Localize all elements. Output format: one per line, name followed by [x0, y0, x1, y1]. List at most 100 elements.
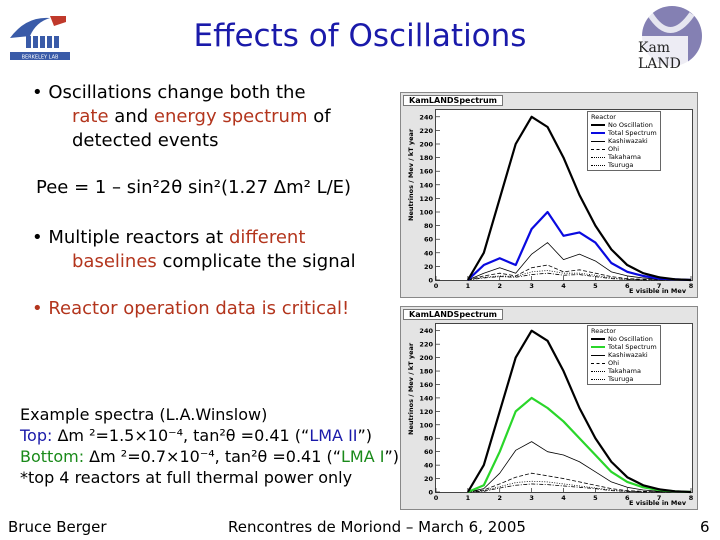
legend-entry: Tsuruga [591, 161, 657, 169]
series-line-no-oscillation [466, 329, 692, 494]
footer-event: Rencontres de Moriond – March 6, 2005 [228, 518, 526, 536]
x-tick-label: 6 [625, 494, 630, 502]
series-line-kashiwazaki [467, 441, 691, 493]
series-line-total-spectrum [467, 396, 692, 494]
x-axis-label: E visible in Mev [629, 499, 687, 507]
bullet-reactor-data: • Reactor operation data is critical! [32, 298, 350, 319]
legend-entry: Takahama [591, 367, 657, 375]
legend-entry: Takahama [591, 153, 657, 161]
bullet-oscillations: • Oscillations change both the rate and … [32, 82, 331, 151]
x-tick-label: 2 [497, 282, 502, 290]
x-tick-label: 3 [529, 282, 534, 290]
y-tick-label: 220 [419, 341, 433, 349]
y-tick-label: 80 [424, 435, 434, 443]
legend-title: Reactor [591, 113, 616, 121]
y-tick-label: 140 [419, 394, 433, 402]
y-tick-label: 200 [419, 354, 433, 362]
example-spectra-caption: Example spectra (L.A.Winslow) Top: Δm ²=… [20, 405, 399, 487]
y-tick-label: 40 [424, 249, 434, 257]
spectrum-chart-bottom: KamLANDSpectrum Neutrinos / Mev / kT yea… [400, 306, 698, 510]
svg-text:BERKELEY LAB: BERKELEY LAB [22, 55, 59, 61]
x-tick-label: 7 [657, 494, 662, 502]
legend-entry: Ohi [591, 359, 657, 367]
legend-swatch [591, 124, 605, 126]
series-line-ohi [467, 472, 691, 493]
legend-swatch [591, 156, 605, 158]
legend-swatch [591, 338, 605, 340]
y-tick-label: 120 [419, 408, 433, 416]
y-tick-label: 240 [419, 113, 433, 121]
svg-text:LAND: LAND [638, 56, 681, 72]
legend-label: Tsuruga [608, 161, 634, 169]
y-tick-label: 0 [428, 277, 433, 285]
legend-label: Kashiwazaki [608, 351, 648, 359]
chart-legend: Reactor No Oscillation Total Spectrum Kashi… [587, 111, 661, 171]
legend-entry: Total Spectrum [591, 343, 657, 351]
legend-swatch [591, 132, 605, 134]
y-tick-label: 100 [419, 209, 433, 217]
legend-entry: Tsuruga [591, 375, 657, 383]
chart-title: KamLANDSpectrum [403, 309, 504, 320]
x-axis-label: E visible in Mev [629, 287, 687, 295]
x-tick-label: 7 [657, 282, 662, 290]
footer-author: Bruce Berger [8, 518, 107, 536]
legend-label: No Oscillation [608, 121, 653, 129]
x-tick-label: 6 [625, 282, 630, 290]
y-tick-label: 0 [428, 489, 433, 497]
bullet-multiple-reactors: • Multiple reactors at different baselin… [32, 227, 356, 272]
x-tick-label: 4 [561, 494, 566, 502]
legend-swatch [591, 164, 605, 166]
legend-label: No Oscillation [608, 335, 653, 343]
series-line-takahama [467, 270, 691, 281]
x-tick-label: 1 [466, 282, 471, 290]
x-tick-label: 5 [593, 494, 598, 502]
series-line-total-spectrum [467, 210, 692, 282]
legend-swatch [591, 354, 605, 356]
chart-plot-area: 0 20 40 60 80 100 120 140 160 180 200 220 240 0 1 2 3 4 5 6… [419, 327, 694, 502]
legend-swatch [591, 346, 605, 348]
legend-title: Reactor [591, 327, 616, 335]
x-tick-label: 5 [593, 282, 598, 290]
y-tick-label: 220 [419, 127, 433, 135]
legend-label: Takahama [608, 153, 641, 161]
berkeley-lab-logo: BERKELEY LAB [6, 12, 74, 64]
legend-entry: No Oscillation [591, 121, 657, 129]
chart-title: KamLANDSpectrum [403, 95, 504, 106]
legend-swatch [591, 370, 605, 372]
legend-entry: No Oscillation [591, 335, 657, 343]
legend-swatch [591, 362, 605, 364]
legend-label: Tsuruga [608, 375, 634, 383]
series-line-no-oscillation [466, 115, 692, 282]
x-tick-label: 0 [434, 494, 439, 502]
legend-entry: Total Spectrum [591, 129, 657, 137]
x-tick-label: 2 [497, 494, 502, 502]
y-tick-label: 160 [419, 381, 433, 389]
x-tick-label: 8 [689, 494, 694, 502]
legend-entry: Kashiwazaki [591, 137, 657, 145]
legend-entry: Ohi [591, 145, 657, 153]
y-tick-label: 60 [424, 236, 434, 244]
y-tick-label: 40 [424, 462, 434, 470]
highlight-different: different [228, 227, 306, 248]
legend-swatch [591, 378, 605, 380]
kamland-logo: Kam LAND [634, 6, 702, 72]
highlight-rate: rate [72, 106, 109, 127]
legend-swatch [591, 148, 605, 150]
legend-label: Total Spectrum [608, 129, 657, 137]
chart-plot-area: 0 20 40 60 80 100 120 140 160 180 200 220 240 0 1 2 3 4 5 6… [419, 113, 694, 290]
highlight-energy-spectrum: energy spectrum [153, 106, 308, 127]
y-tick-label: 180 [419, 154, 433, 162]
legend-entry: Kashiwazaki [591, 351, 657, 359]
x-tick-label: 1 [466, 494, 471, 502]
legend-label: Ohi [608, 359, 620, 367]
legend-label: Total Spectrum [608, 343, 657, 351]
y-tick-label: 100 [419, 421, 433, 429]
x-tick-label: 4 [561, 282, 566, 290]
y-tick-label: 20 [424, 263, 434, 271]
x-tick-label: 8 [689, 282, 694, 290]
y-tick-label: 160 [419, 168, 433, 176]
y-tick-label: 60 [424, 448, 434, 456]
chart-legend: Reactor No Oscillation Total Spectrum Kashi… [587, 325, 661, 385]
y-tick-label: 240 [419, 327, 433, 335]
series-line-kashiwazaki [467, 242, 691, 281]
